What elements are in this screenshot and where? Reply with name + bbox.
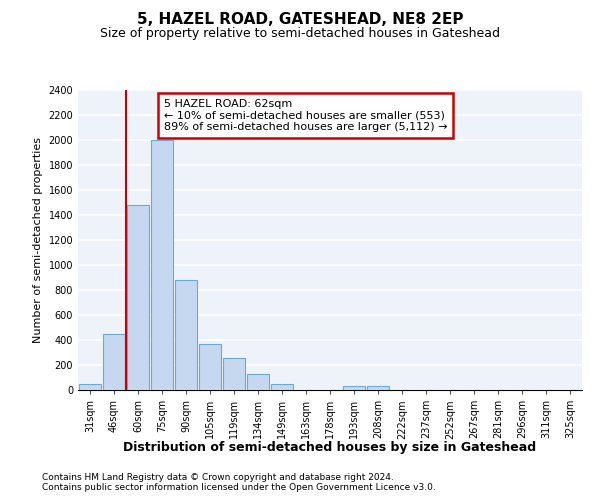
- Text: Distribution of semi-detached houses by size in Gateshead: Distribution of semi-detached houses by …: [124, 441, 536, 454]
- Bar: [103, 334, 125, 390]
- Bar: [79, 384, 101, 390]
- Y-axis label: Number of semi-detached properties: Number of semi-detached properties: [33, 137, 43, 343]
- Bar: [247, 374, 269, 390]
- Bar: [367, 386, 389, 390]
- Text: Contains HM Land Registry data © Crown copyright and database right 2024.: Contains HM Land Registry data © Crown c…: [42, 474, 394, 482]
- Text: 5 HAZEL ROAD: 62sqm
← 10% of semi-detached houses are smaller (553)
89% of semi-: 5 HAZEL ROAD: 62sqm ← 10% of semi-detach…: [164, 99, 447, 132]
- Bar: [343, 386, 365, 390]
- Text: Contains public sector information licensed under the Open Government Licence v3: Contains public sector information licen…: [42, 484, 436, 492]
- Bar: [151, 140, 173, 390]
- Text: 5, HAZEL ROAD, GATESHEAD, NE8 2EP: 5, HAZEL ROAD, GATESHEAD, NE8 2EP: [137, 12, 463, 28]
- Text: Size of property relative to semi-detached houses in Gateshead: Size of property relative to semi-detach…: [100, 28, 500, 40]
- Bar: [199, 344, 221, 390]
- Bar: [271, 384, 293, 390]
- Bar: [175, 280, 197, 390]
- Bar: [223, 358, 245, 390]
- Bar: [127, 205, 149, 390]
